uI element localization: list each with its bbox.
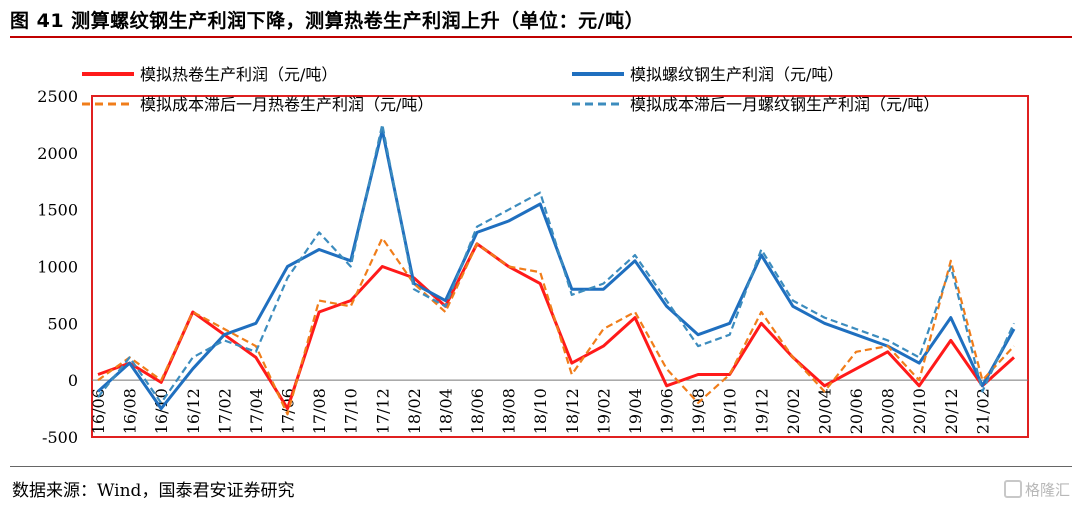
y-tick-label: 2500 [37,87,78,106]
legend-label-1: 模拟热卷生产利润（元/吨） [140,65,337,84]
legend-label-4: 模拟成本滞后一月螺纹钢生产利润（元/吨） [630,95,939,114]
x-tick-label: 18/04 [436,388,455,434]
source-rule [10,466,1072,467]
x-tick-label: 18/10 [531,388,550,434]
watermark-text: 格隆汇 [1024,481,1070,499]
x-tick-label: 18/02 [405,388,424,434]
y-tick-label: 1000 [37,258,78,277]
x-tick-label: 16/06 [89,388,108,434]
legend-label-2: 模拟螺纹钢生产利润（元/吨） [630,65,843,84]
series-line-4 [97,123,1015,404]
x-tick-label: 18/08 [500,388,519,434]
x-tick-label: 17/04 [247,388,266,434]
x-tick-label: 19/12 [752,388,771,434]
x-tick-label: 20/12 [942,388,961,434]
x-tick-label: 17/02 [215,388,234,434]
x-tick-label: 18/06 [468,388,487,434]
y-tick-label: 1500 [37,201,78,220]
legend-label-3: 模拟成本滞后一月热卷生产利润（元/吨） [140,95,433,114]
watermark-logo-icon [1003,480,1022,498]
y-tick-label: 2000 [37,144,78,163]
y-tick-label: 0 [68,371,78,390]
x-tick-label: 19/10 [721,388,740,434]
x-tick-label: 16/08 [121,388,140,434]
axes-layer: -500 0 500 1000 1500 2000 2500 16/06 16/08 16/10 1… [37,87,1028,447]
series-layer [96,123,1016,416]
line-chart: -500 0 500 1000 1500 2000 2500 16/06 16/08 16/10 1… [37,65,1029,447]
series-line-1 [97,242,1016,411]
x-tick-label: 16/10 [152,388,171,434]
data-source: 数据来源：Wind，国泰君安证券研究 [12,481,295,501]
legend: 模拟热卷生产利润（元/吨） 模拟螺纹钢生产利润（元/吨） 模拟成本滞后一月热卷生产利… [82,65,939,114]
series-line-3 [97,237,1015,416]
x-tick-label: 16/12 [184,388,203,434]
chart-title: 图 41 测算螺纹钢生产利润下降，测算热卷生产利润上升（单位：元/吨） [10,10,645,32]
x-tick-label: 20/04 [815,388,834,434]
title-rule [10,36,1072,38]
x-tick-label: 20/06 [847,388,866,434]
watermark: 格隆汇 [1003,479,1070,500]
x-tick-label: 19/04 [626,388,645,434]
x-tick-label: 20/10 [910,388,929,434]
x-tick-label: 17/12 [373,388,392,434]
series-line-2 [96,128,1016,411]
x-tick-label: 17/10 [342,388,361,434]
y-tick-label: -500 [42,428,78,447]
x-tick-label: 20/08 [879,388,898,434]
x-tick-label: 21/02 [973,388,992,434]
x-tick-label: 19/02 [594,388,613,434]
plot-frame [91,95,1029,438]
y-tick-label: 500 [47,314,78,333]
x-tick-label: 19/06 [658,388,677,434]
x-tick-label: 18/12 [563,388,582,434]
x-tick-label: 20/02 [784,388,803,434]
x-tick-label: 17/08 [310,388,329,434]
